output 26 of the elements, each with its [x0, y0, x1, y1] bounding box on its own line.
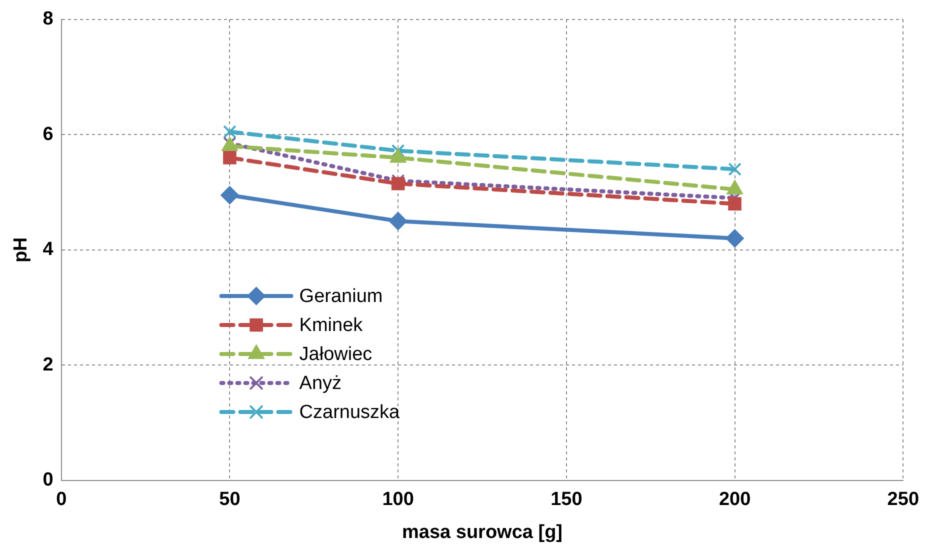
y-tick-label: 4 [42, 239, 54, 260]
legend-label: Geranium [299, 286, 383, 308]
legend-label: Anyż [299, 373, 342, 394]
point [728, 197, 742, 210]
legend-label: Kminek [299, 315, 364, 336]
x-tick-label: 100 [382, 489, 414, 510]
y-tick-label: 6 [42, 124, 54, 145]
point [223, 151, 236, 164]
x-tick-label: 200 [718, 489, 751, 510]
x-tick-label: 0 [56, 489, 67, 510]
point [726, 229, 744, 248]
point [223, 125, 236, 138]
point [728, 162, 742, 176]
x-axis-title: masa surowca [g] [402, 522, 563, 543]
y-tick-label: 2 [42, 354, 54, 376]
point [391, 176, 405, 190]
y-tick-label: 0 [42, 470, 54, 491]
y-axis-title: pH [10, 237, 32, 263]
x-tick-label: 50 [219, 489, 240, 510]
x-tick-label: 150 [550, 489, 582, 510]
legend-label: Czarnuszka [299, 402, 400, 424]
x-tick-label: 250 [887, 489, 919, 510]
legend-label: Jałowiec [299, 344, 372, 366]
point [220, 186, 239, 204]
point [389, 212, 408, 230]
y-tick-label: 8 [42, 8, 54, 30]
